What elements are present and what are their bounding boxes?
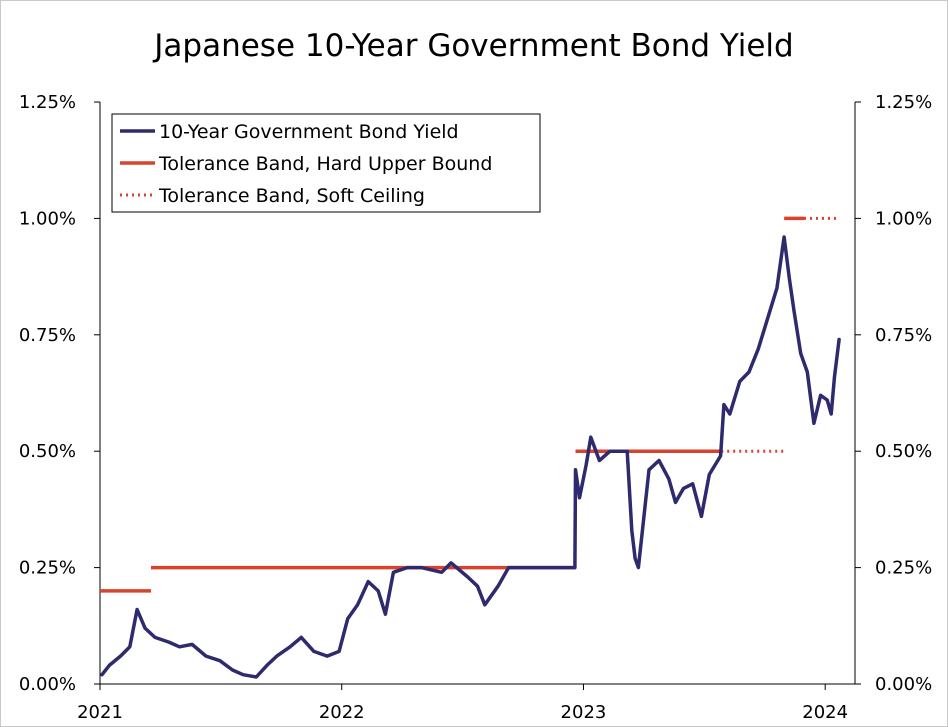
x-tick-label: 2024	[802, 702, 848, 723]
y-tick-label-left: 0.75%	[19, 325, 76, 346]
axes: 0.00% 0.00% 0.25% 0.25% 0.50% 0.50% 0.75% 0.75%…	[19, 92, 932, 723]
x-tick-label: 2022	[319, 702, 365, 723]
y-tick-label-left: 0.50%	[19, 441, 76, 462]
y-tick-label-left: 1.00%	[19, 208, 76, 229]
chart-title: Japanese 10-Year Government Bond Yield	[152, 28, 793, 64]
series-layer	[100, 216, 841, 679]
y-tick-label-left: 0.00%	[19, 674, 76, 695]
x-tick-label: 2021	[77, 702, 123, 723]
legend-label-hard-bound: Tolerance Band, Hard Upper Bound	[158, 153, 492, 175]
legend-box	[111, 113, 541, 213]
y-tick-label-right: 0.00%	[875, 674, 932, 695]
y-tick-label-right: 1.25%	[875, 92, 932, 113]
legend: 10-Year Government Bond Yield Tolerance …	[111, 113, 541, 213]
y-tick-label-left: 0.25%	[19, 558, 76, 579]
x-tick-label: 2023	[561, 702, 607, 723]
legend-label-yield: 10-Year Government Bond Yield	[159, 121, 459, 143]
y-tick-label-right: 1.00%	[875, 208, 932, 229]
legend-label-soft-ceiling: Tolerance Band, Soft Ceiling	[158, 185, 425, 207]
y-tick-label-left: 1.25%	[19, 92, 76, 113]
y-tick-label-right: 0.50%	[875, 441, 932, 462]
yield-series-line	[100, 235, 841, 679]
y-tick-label-right: 0.25%	[875, 558, 932, 579]
y-tick-label-right: 0.75%	[875, 325, 932, 346]
